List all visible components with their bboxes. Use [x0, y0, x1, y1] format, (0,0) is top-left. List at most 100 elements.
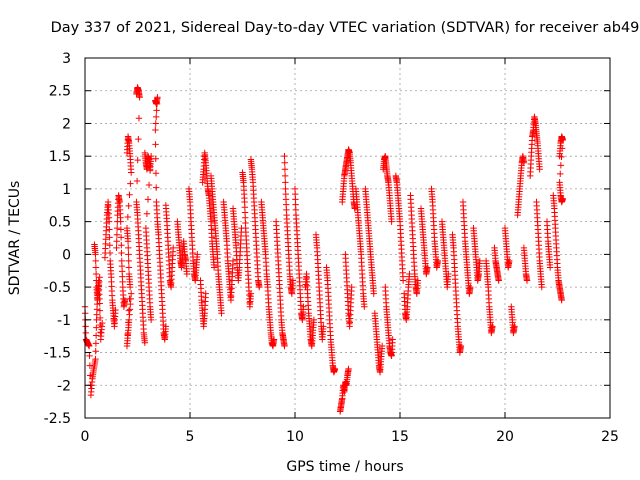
- data-point: [147, 152, 155, 160]
- y-tick-label: 0.5: [49, 215, 71, 231]
- data-point: [126, 191, 133, 198]
- data-point: [152, 141, 159, 148]
- y-axis-label: SDTVAR / TECUs: [7, 181, 23, 296]
- data-point: [345, 365, 352, 373]
- data-point: [125, 202, 132, 210]
- data-point: [133, 177, 141, 185]
- data-point: [96, 274, 103, 281]
- data-point: [361, 303, 368, 310]
- data-point: [86, 342, 93, 350]
- data-point: [523, 277, 531, 284]
- y-tick-label: 0: [62, 247, 71, 263]
- data-point: [300, 303, 307, 310]
- data-point: [135, 135, 142, 143]
- data-point: [113, 244, 120, 252]
- data-point: [247, 290, 255, 297]
- data-point: [467, 283, 474, 291]
- data-point: [143, 210, 151, 217]
- data-point: [256, 283, 263, 291]
- data-point: [388, 218, 395, 225]
- data-point: [152, 170, 160, 177]
- data-point: [414, 277, 422, 284]
- data-point: [281, 342, 288, 350]
- y-tick-label: 2.5: [49, 84, 71, 100]
- data-point: [320, 323, 327, 330]
- chart-title: Day 337 of 2021, Sidereal Day-to-day VTE…: [51, 20, 640, 36]
- axis-ticks: 0 5 10 15 20 25 -2.5 -2 -1.5 -1 -0.5 0 0.5 1 1.5 2 2.5 3: [44, 51, 619, 445]
- data-point: [229, 257, 237, 265]
- x-tick-label: 5: [186, 429, 195, 445]
- data-point: [389, 336, 396, 343]
- data-point: [92, 348, 99, 355]
- data-point: [105, 218, 113, 225]
- data-point: [96, 307, 104, 314]
- data-point: [270, 336, 278, 343]
- data-point: [92, 257, 99, 265]
- data-point: [106, 249, 114, 257]
- data-point: [92, 270, 100, 278]
- data-point: [147, 316, 155, 324]
- data-point: [92, 264, 100, 271]
- data-point: [559, 136, 566, 144]
- data-point: [127, 180, 134, 187]
- data-point: [128, 169, 135, 176]
- data-point: [289, 277, 297, 284]
- data-point: [106, 242, 113, 249]
- x-tick-label: 25: [601, 429, 619, 445]
- data-point: [141, 339, 149, 346]
- data-point: [117, 226, 125, 233]
- data-point: [153, 107, 160, 114]
- x-tick-label: 0: [81, 429, 90, 445]
- data-point: [218, 310, 225, 317]
- data-point: [124, 213, 132, 221]
- data-point: [125, 244, 132, 252]
- data-point: [106, 226, 113, 233]
- data-point: [113, 238, 120, 245]
- data-point: [489, 323, 496, 330]
- data-point: [128, 290, 135, 297]
- data-point: [331, 365, 339, 373]
- y-tick-label: -2.5: [44, 411, 71, 427]
- data-point: [348, 283, 355, 291]
- data-point: [170, 244, 177, 252]
- y-tick-label: 1.5: [49, 149, 71, 165]
- data-point: [93, 277, 100, 284]
- y-tick-label: 3: [62, 51, 71, 67]
- data-point: [125, 264, 133, 271]
- data-point: [152, 155, 159, 162]
- data-point: [82, 329, 90, 337]
- data-point: [210, 264, 218, 271]
- data-point: [152, 113, 160, 121]
- data-point: [92, 332, 100, 339]
- data-point: [281, 159, 288, 166]
- y-tick-label: -2: [57, 378, 71, 394]
- x-axis-label: GPS time / hours: [286, 459, 403, 475]
- data-point: [121, 296, 129, 304]
- data-point: [92, 355, 99, 363]
- data-point: [106, 234, 113, 241]
- data-point: [162, 323, 170, 330]
- data-point: [558, 153, 565, 161]
- data-point: [125, 257, 132, 265]
- data-point: [154, 94, 161, 101]
- data-point: [145, 181, 153, 189]
- data-point: [93, 324, 100, 331]
- data-point: [117, 218, 124, 225]
- grid: [85, 58, 610, 418]
- data-point: [86, 352, 93, 360]
- data-point: [281, 172, 289, 180]
- data-point: [424, 264, 431, 271]
- data-point: [124, 238, 132, 245]
- y-tick-label: 2: [62, 116, 71, 132]
- data-point: [118, 242, 125, 249]
- data-point: [399, 277, 407, 284]
- data-point: [476, 257, 483, 265]
- data-point: [520, 159, 528, 166]
- data-point: [183, 270, 191, 278]
- plot-frame: [84, 57, 611, 419]
- data-point: [557, 170, 564, 178]
- data-point: [152, 184, 160, 191]
- data-point: [445, 270, 452, 278]
- data-point: [495, 277, 502, 284]
